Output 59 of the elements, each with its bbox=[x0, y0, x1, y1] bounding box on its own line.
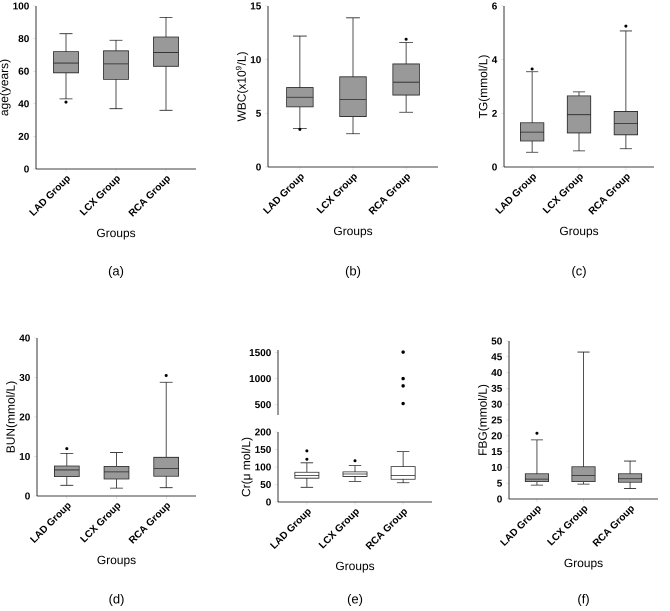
y-tick-label: 35 bbox=[491, 384, 502, 392]
y-tick-label: 0 bbox=[24, 165, 29, 173]
y-tick-label: 15 bbox=[250, 2, 262, 10]
y-tick-label: 40 bbox=[18, 100, 29, 108]
y-tick-label: 50 bbox=[260, 480, 271, 488]
y-axis-title: BUN(mmol/L) bbox=[6, 382, 18, 452]
y-tick-label: 1500 bbox=[250, 349, 271, 356]
text: (c) bbox=[572, 266, 586, 278]
x-axis-title: Groups bbox=[334, 226, 372, 238]
x-axis-title: Groups bbox=[560, 226, 598, 238]
y-tick-label: 0 bbox=[256, 163, 261, 171]
y-tick-label: 0 bbox=[25, 492, 30, 500]
y-tick-label: 20 bbox=[18, 132, 29, 140]
y-axis-title: FBG(mmol/L) bbox=[478, 384, 490, 455]
y-tick-label: 80 bbox=[18, 35, 29, 42]
y-tick-label: 5 bbox=[256, 110, 262, 117]
point bbox=[401, 384, 405, 388]
y-tick-label: 10 bbox=[492, 464, 502, 471]
y-tick-label: 5 bbox=[497, 480, 502, 487]
y-tick-label: 10 bbox=[20, 452, 30, 460]
y-tick-label: 20 bbox=[492, 432, 502, 440]
y-tick-label: 20 bbox=[20, 413, 30, 421]
y-tick-label: 40 bbox=[491, 369, 502, 376]
y-axis-title: WBC(x10$^{9}$/L) bbox=[236, 52, 248, 122]
y-tick-label: 1000 bbox=[250, 375, 271, 382]
point bbox=[401, 350, 405, 354]
text: (e) bbox=[348, 594, 362, 606]
x-axis-title: Groups bbox=[97, 556, 136, 567]
y-tick-label: 100 bbox=[255, 463, 271, 471]
y-tick-label: 4 bbox=[492, 56, 498, 64]
y-tick-label: 0 bbox=[497, 495, 502, 503]
y-tick-label: 0 bbox=[492, 163, 497, 171]
y-tick-label: 2 bbox=[492, 110, 497, 117]
y-tick-label: 50 bbox=[492, 337, 502, 345]
text: (a) bbox=[108, 266, 124, 278]
text: (d) bbox=[109, 594, 124, 606]
y-tick-label: 25 bbox=[492, 416, 502, 424]
y-tick-label: 200 bbox=[255, 428, 271, 436]
y-tick-label: 40 bbox=[19, 334, 30, 342]
y-tick-label: 45 bbox=[491, 353, 502, 360]
y-axis-title: Cr(μ mol/L) bbox=[241, 438, 253, 496]
x-axis-title: Groups bbox=[96, 228, 136, 240]
y-tick-label: 10 bbox=[250, 56, 261, 64]
y-tick-label: 150 bbox=[255, 446, 271, 454]
y-tick-label: 0 bbox=[266, 498, 271, 506]
x-axis-title: Groups bbox=[564, 558, 603, 570]
y-tick-label: 500 bbox=[254, 401, 271, 408]
point bbox=[401, 402, 405, 406]
y-tick-label: 15 bbox=[492, 448, 502, 456]
x-axis-title: Groups bbox=[336, 562, 374, 573]
point bbox=[401, 376, 405, 380]
text: (b) bbox=[346, 266, 360, 278]
text: (f) bbox=[578, 594, 589, 606]
y-tick-label: 6 bbox=[492, 2, 497, 10]
y-tick-label: 30 bbox=[491, 400, 502, 408]
y-axis-title: TG(mmol/L) bbox=[478, 55, 490, 118]
y-tick-label: 100 bbox=[13, 2, 29, 10]
y-tick-label: 30 bbox=[19, 374, 30, 382]
y-tick-label: 60 bbox=[18, 68, 29, 75]
